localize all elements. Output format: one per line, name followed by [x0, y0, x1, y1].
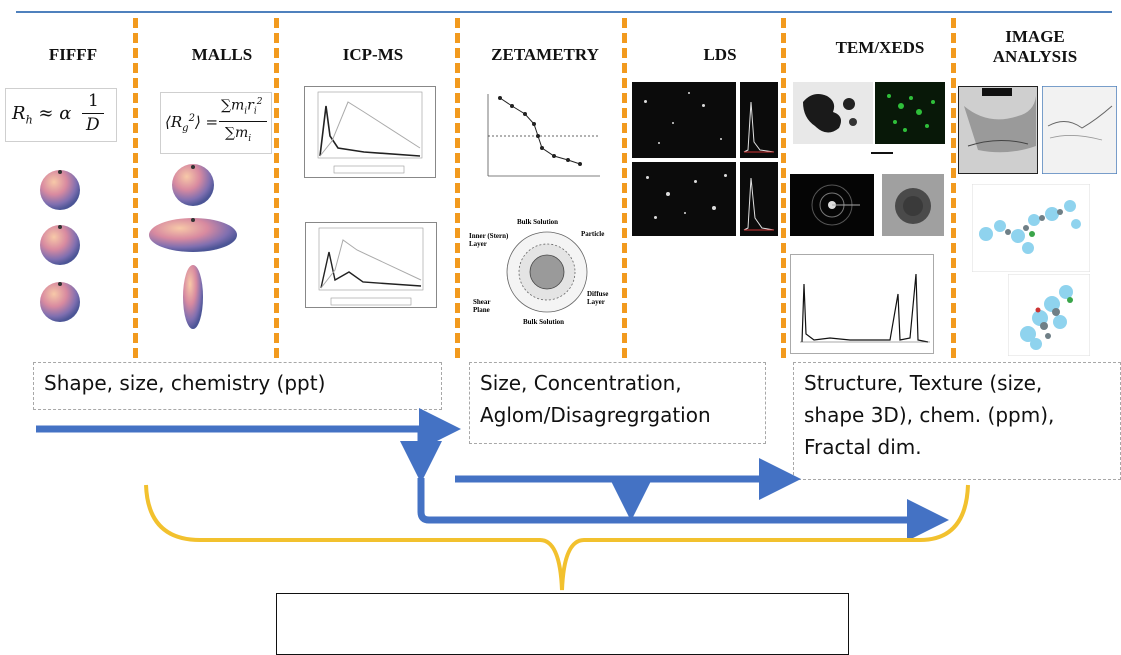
- malls-prolate: [183, 265, 203, 329]
- top-rule: [16, 11, 1112, 13]
- malls-oblate: [149, 218, 237, 252]
- box-shape-size-chemistry: Shape, size, chemistry (ppt): [33, 362, 442, 410]
- separator-6: [951, 18, 956, 358]
- fractal-cluster-1: [972, 184, 1090, 272]
- icpms-chart-top: [304, 86, 436, 178]
- lds-image-1: [632, 82, 736, 158]
- stern-layer-label: Inner (Stern) Layer: [469, 232, 509, 248]
- title-icpms: ICP-MS: [342, 45, 404, 64]
- bulk-solution-bottom-label: Bulk Solution: [523, 318, 565, 326]
- sphere-small-2: [40, 225, 80, 265]
- box-structure-texture: Structure, Texture (size, shape 3D), che…: [793, 362, 1121, 480]
- separator-4: [622, 18, 627, 358]
- image-analysis-processed: [1042, 86, 1117, 174]
- separator-5: [781, 18, 786, 358]
- image-analysis-micrograph: [958, 86, 1038, 174]
- diffuse-layer-label: Diffuse Layer: [587, 290, 609, 306]
- title-lds: LDS: [703, 45, 737, 64]
- separator-2: [274, 18, 279, 358]
- title-zetametry: ZETAMETRY: [491, 45, 599, 64]
- fifff-formula: Rh ≈ α 1 D: [5, 88, 117, 142]
- box-size-concentration: Size, Concentration, Aglom/Disagregrgati…: [469, 362, 766, 444]
- separator-1: [133, 18, 138, 358]
- double-layer-diagram: Bulk Solution Inner (Stern) Layer Partic…: [469, 218, 619, 328]
- lds-image-2: [632, 162, 736, 236]
- lds-histogram-1: [740, 82, 778, 158]
- title-image-analysis: IMAGE ANALYSIS: [992, 27, 1078, 66]
- title-malls: MALLS: [191, 45, 253, 64]
- bulk-solution-top-label: Bulk Solution: [517, 218, 559, 226]
- title-tem: TEM/XEDS: [835, 38, 925, 57]
- title-fifff: FIFFF: [48, 45, 98, 64]
- fractal-cluster-2: [1008, 274, 1090, 356]
- scale-bar: [871, 152, 893, 154]
- sphere-small-3: [40, 282, 80, 322]
- result-box: [276, 593, 849, 655]
- xeds-map: [875, 82, 945, 144]
- malls-sphere: [172, 164, 214, 206]
- curly-brace: [144, 484, 970, 591]
- malls-shapes-illustration: [149, 164, 237, 329]
- tem-micrograph: [793, 82, 873, 144]
- fifff-spheres-illustration: [40, 170, 80, 322]
- separator-3: [455, 18, 460, 358]
- xeds-spectrum: [790, 254, 934, 354]
- diffraction-pattern: [790, 174, 874, 236]
- particle-label: Particle: [581, 230, 605, 238]
- shear-plane-label: Shear Plane: [473, 298, 491, 314]
- sphere-small-1: [40, 170, 80, 210]
- malls-formula: ⟨Rg2⟩ = ∑miri2 ∑mi: [160, 92, 272, 154]
- icpms-chart-bottom: [305, 222, 437, 308]
- zeta-potential-chart: [470, 86, 610, 190]
- lds-histogram-2: [740, 162, 778, 236]
- arrow-5: [417, 478, 949, 541]
- hrtem-particle: [882, 174, 944, 236]
